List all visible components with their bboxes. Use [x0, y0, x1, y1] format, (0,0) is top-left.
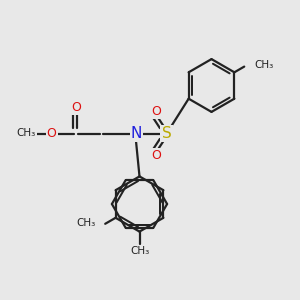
Text: N: N	[131, 126, 142, 141]
Text: CH₃: CH₃	[16, 128, 36, 139]
Text: O: O	[72, 101, 81, 114]
Text: CH₃: CH₃	[130, 246, 150, 256]
Text: S: S	[162, 126, 171, 141]
Text: O: O	[47, 127, 56, 140]
Text: CH₃: CH₃	[76, 218, 96, 228]
Text: O: O	[151, 105, 161, 119]
Text: O: O	[151, 148, 161, 162]
Text: CH₃: CH₃	[254, 60, 273, 70]
